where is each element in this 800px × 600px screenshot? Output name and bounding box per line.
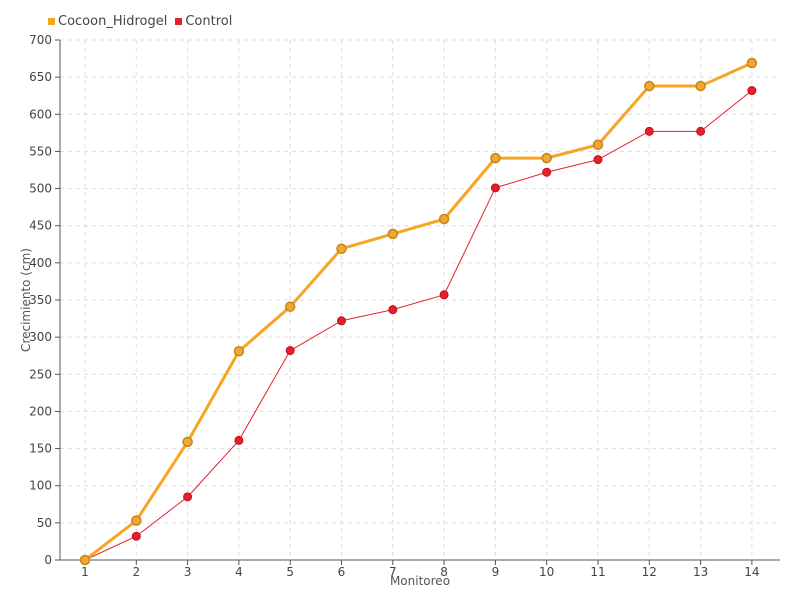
data-point-cocoon-hidrogel[interactable] xyxy=(541,152,552,164)
data-point-cocoon-hidrogel[interactable] xyxy=(79,554,91,566)
data-point-control[interactable] xyxy=(388,305,398,315)
data-point-control[interactable] xyxy=(747,86,757,96)
x-tick-label: 7 xyxy=(389,565,397,579)
y-tick-label: 200 xyxy=(29,404,52,418)
data-point-control[interactable] xyxy=(644,126,654,136)
data-point-control[interactable] xyxy=(439,290,449,300)
series-line-control xyxy=(84,90,753,561)
x-tick-label: 10 xyxy=(539,565,554,579)
data-point-cocoon-hidrogel[interactable] xyxy=(695,80,706,92)
x-tick-label: 8 xyxy=(440,565,448,579)
data-point-cocoon-hidrogel[interactable] xyxy=(131,515,142,526)
y-tick-label: 650 xyxy=(29,70,52,84)
data-point-cocoon-hidrogel[interactable] xyxy=(644,80,655,92)
series-layer xyxy=(79,57,758,566)
x-tick-label: 5 xyxy=(286,565,294,579)
data-point-control[interactable] xyxy=(542,167,552,177)
data-point-cocoon-hidrogel[interactable] xyxy=(233,346,245,357)
x-tick-label: 6 xyxy=(338,565,346,579)
x-tick-label: 12 xyxy=(642,565,657,579)
y-tick-label: 600 xyxy=(29,107,52,121)
y-axis-title: Crecimiento (cm) xyxy=(19,248,33,352)
legend-swatch-cocoon-hidrogel xyxy=(48,17,55,25)
y-tick-label: 350 xyxy=(29,293,52,307)
data-point-control[interactable] xyxy=(490,183,500,193)
legend-label-control: Control xyxy=(185,13,233,29)
y-tick-label: 0 xyxy=(44,553,52,567)
y-tick-label: 500 xyxy=(29,182,52,196)
data-point-cocoon-hidrogel[interactable] xyxy=(746,57,758,69)
tick-labels: 0 50 100 150 200 250 300 350 400 450 500 550 600 650 7… xyxy=(29,33,759,579)
data-point-cocoon-hidrogel[interactable] xyxy=(336,243,347,254)
data-point-control[interactable] xyxy=(131,531,141,541)
y-tick-label: 550 xyxy=(29,144,52,158)
data-point-cocoon-hidrogel[interactable] xyxy=(284,301,296,312)
y-tick-label: 250 xyxy=(29,367,52,381)
legend-item-cocoon-hidrogel[interactable]: Cocoon_Hidrogel xyxy=(48,14,167,29)
data-point-control[interactable] xyxy=(593,155,603,165)
y-tick-label: 450 xyxy=(29,219,52,233)
x-tick-label: 3 xyxy=(184,565,192,579)
series-line-cocoon-hidrogel xyxy=(84,61,753,562)
x-tick-label: 9 xyxy=(492,565,500,579)
data-point-cocoon-hidrogel[interactable] xyxy=(438,213,450,225)
data-point-control[interactable] xyxy=(337,316,346,326)
x-tick-label: 13 xyxy=(693,565,708,579)
data-point-control[interactable] xyxy=(234,435,244,445)
data-point-cocoon-hidrogel[interactable] xyxy=(387,228,399,240)
y-tick-label: 300 xyxy=(29,330,52,344)
data-point-control[interactable] xyxy=(183,492,193,502)
axes xyxy=(55,39,780,565)
y-tick-label: 700 xyxy=(29,33,52,47)
data-point-cocoon-hidrogel[interactable] xyxy=(490,152,501,164)
y-tick-label: 100 xyxy=(29,479,52,493)
data-point-cocoon-hidrogel[interactable] xyxy=(592,139,604,150)
x-tick-label: 1 xyxy=(81,565,89,579)
x-tick-label: 11 xyxy=(590,565,605,579)
y-tick-label: 150 xyxy=(29,442,52,456)
chart-legend: Cocoon_Hidrogel Control xyxy=(48,12,240,30)
x-tick-label: 2 xyxy=(132,565,140,579)
x-tick-label: 4 xyxy=(235,565,243,579)
legend-swatch-control xyxy=(175,17,183,25)
x-axis-title: Monitoreo xyxy=(390,574,450,588)
legend-label-cocoon-hidrogel: Cocoon_Hidrogel xyxy=(58,13,168,29)
gridlines xyxy=(60,39,780,560)
data-point-cocoon-hidrogel[interactable] xyxy=(182,436,193,448)
y-tick-label: 50 xyxy=(37,516,52,530)
legend-item-control[interactable]: Control xyxy=(175,14,232,29)
data-point-control[interactable] xyxy=(696,126,706,136)
data-point-control[interactable] xyxy=(285,346,295,356)
x-tick-label: 14 xyxy=(744,565,759,579)
y-tick-label: 400 xyxy=(29,256,52,270)
